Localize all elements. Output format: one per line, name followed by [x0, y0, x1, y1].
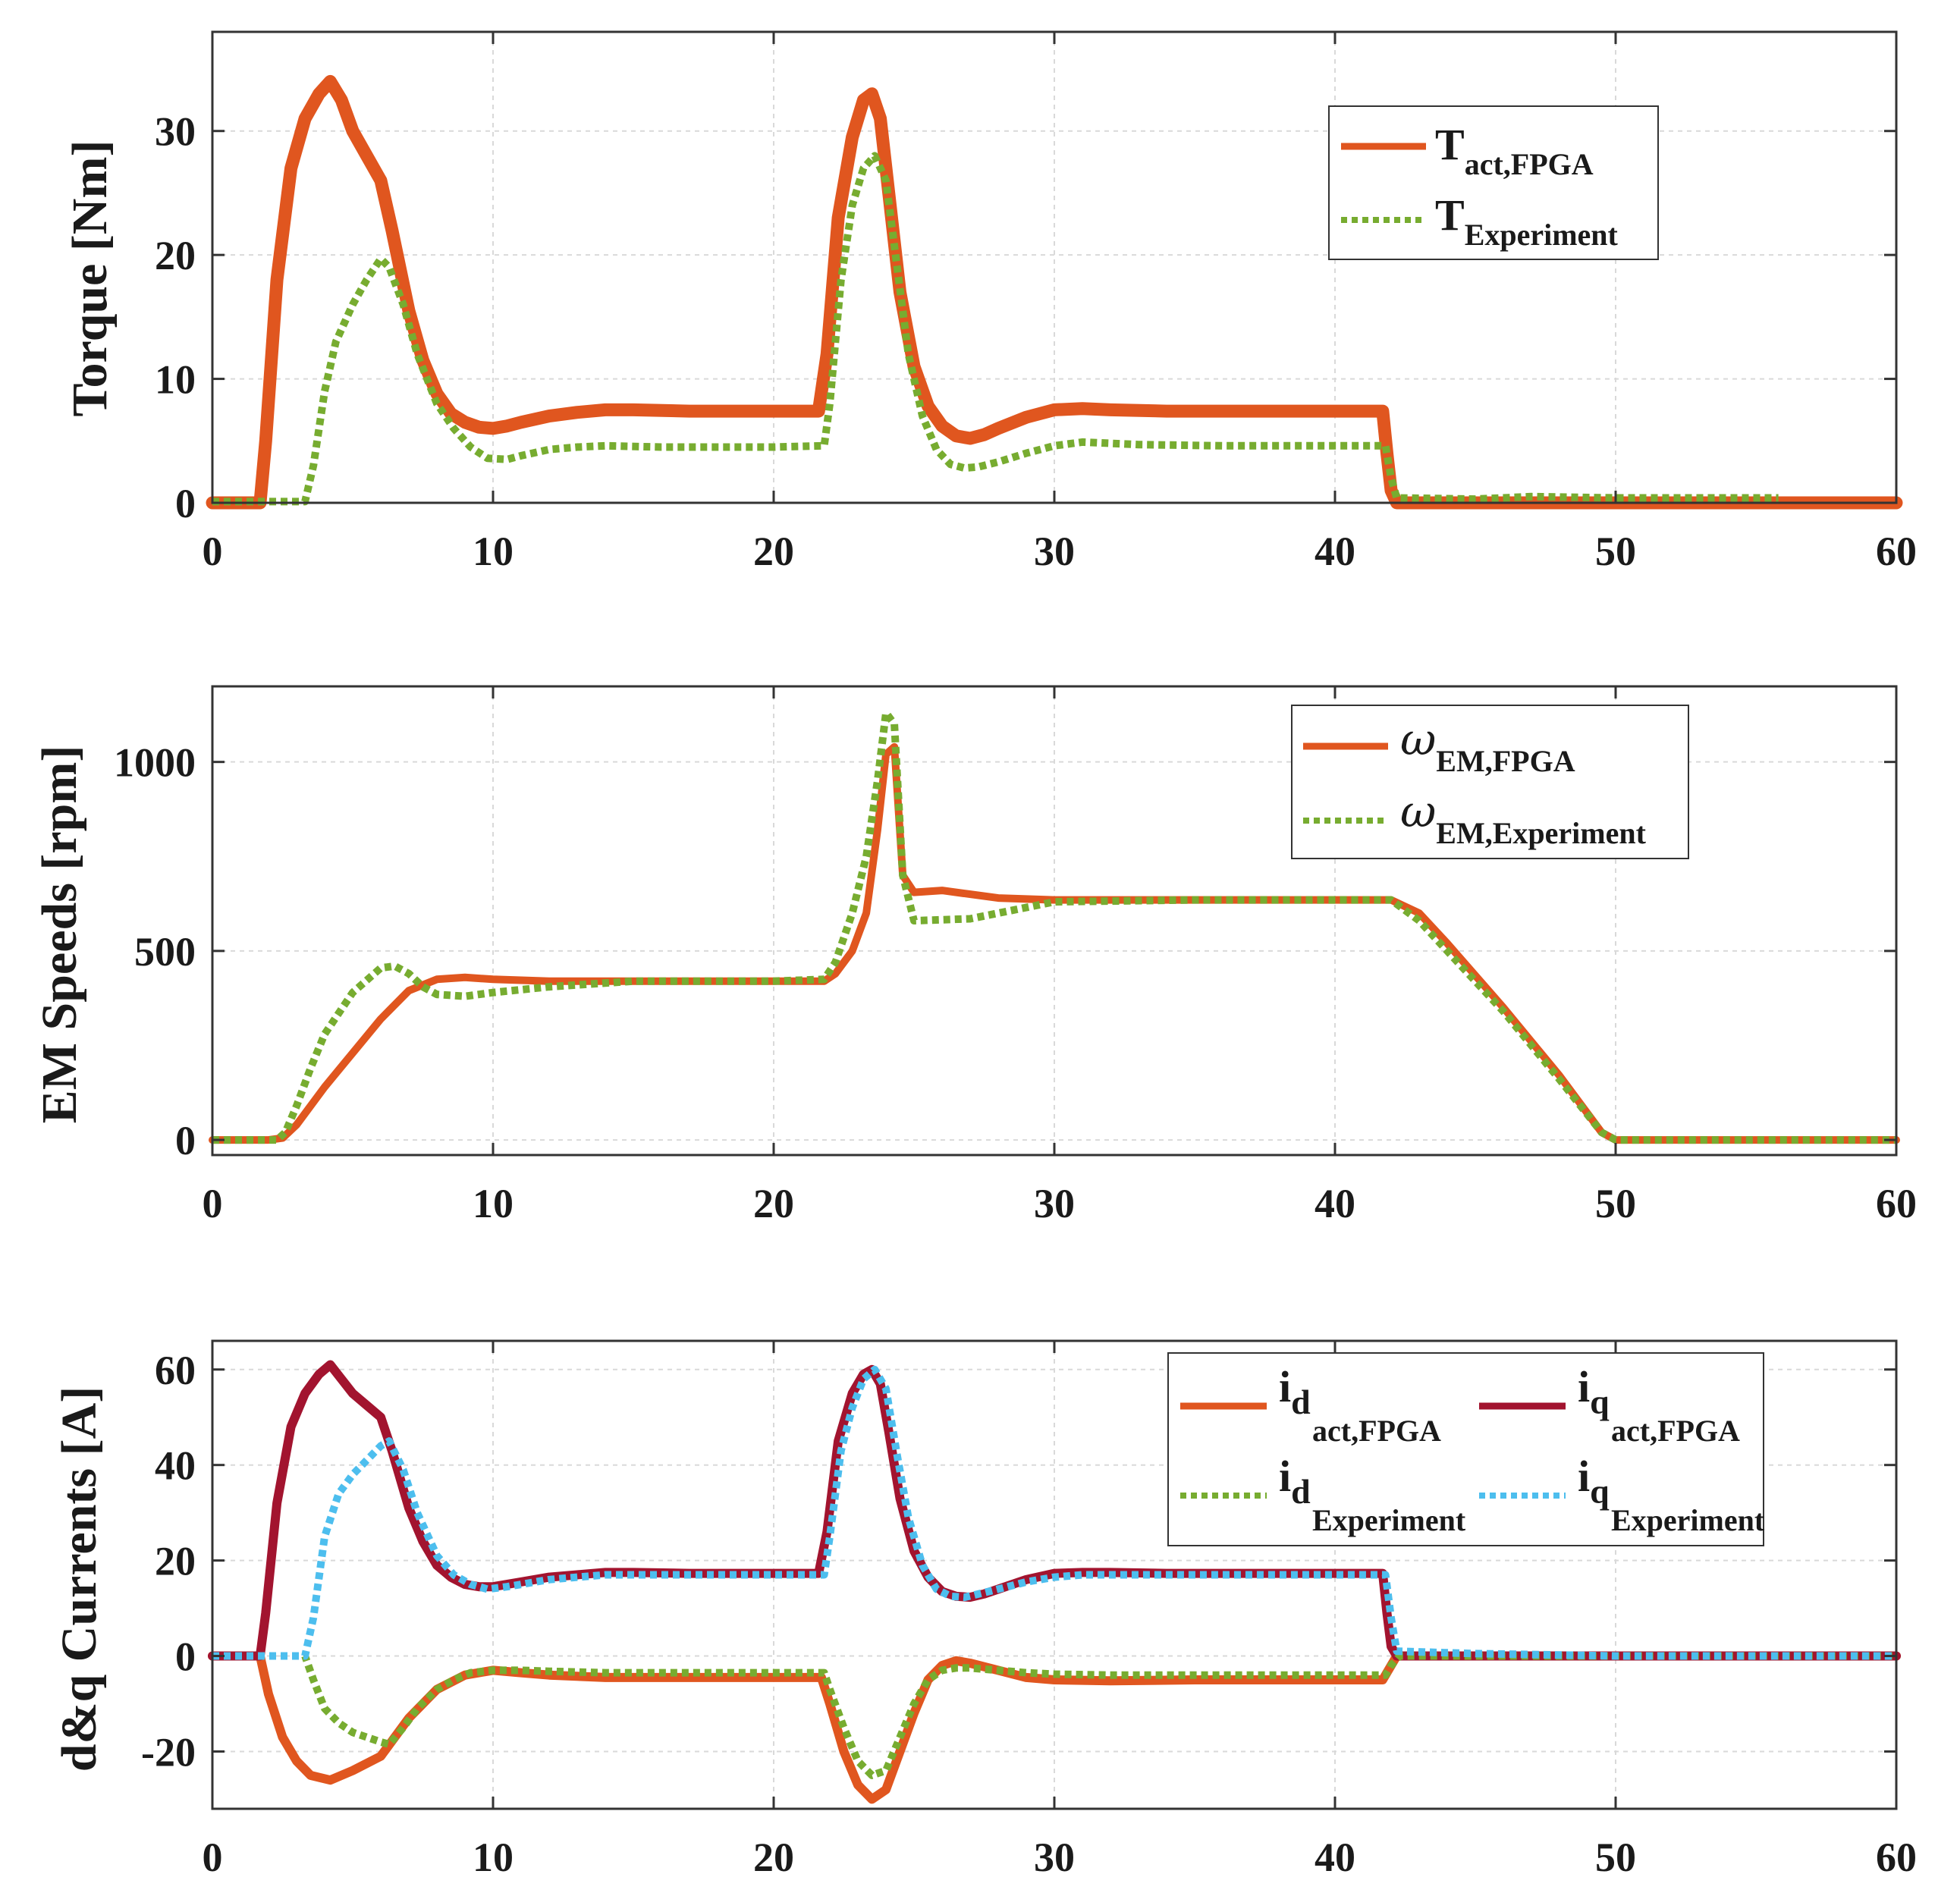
torque-ticks: 0 10 20 30 40 50 60 0 10 20 30 [155, 32, 1917, 574]
speed-x-tick-label: 60 [1876, 1181, 1917, 1226]
currents-x-tick-label: 60 [1876, 1835, 1917, 1880]
speed-y-tick-label: 1000 [114, 740, 196, 786]
torque-y-tick-label: 20 [155, 233, 196, 278]
torque-x-tick-label: 40 [1315, 529, 1355, 574]
currents-legend-box [1167, 1352, 1764, 1546]
currents-y-tick-label: 60 [155, 1348, 196, 1393]
currents-y-tick-label: 40 [155, 1443, 196, 1489]
torque-y-tick-label: 30 [155, 109, 196, 155]
torque-x-tick-label: 10 [473, 529, 514, 574]
speed-x-tick-label: 20 [753, 1181, 794, 1226]
speed-ticks: 0 10 20 30 40 50 60 0 500 1000 [114, 686, 1917, 1226]
currents-x-tick-label: 50 [1595, 1835, 1636, 1880]
currents-y-tick-label: 20 [155, 1539, 196, 1584]
currents-legend-label-id-experiment: idExperiment [1279, 1452, 1466, 1537]
currents-series-line-2 [212, 1652, 1896, 1779]
currents-y-axis-label: d&q Currents [A] [52, 1386, 107, 1772]
currents-series [208, 1360, 1901, 1804]
currents-x-tick-label: 10 [473, 1835, 514, 1880]
speed-x-tick-label: 30 [1034, 1181, 1075, 1226]
currents-ticks: 0 10 20 30 40 50 60 -20 0 20 40 60 [141, 1341, 1917, 1880]
torque-x-tick-label: 20 [753, 529, 794, 574]
currents-legend: idact,FPGA iqact,FPGA idExperiment iqExp… [1167, 1352, 1765, 1546]
torque-y-axis-label: Torque [Nm] [62, 140, 118, 417]
speed-legend-label-experiment: ωEM,Experiment [1400, 786, 1647, 850]
torque-legend-label-experiment: TExperiment [1435, 190, 1619, 252]
torque-y-tick-label: 10 [155, 357, 196, 403]
speed-legend: ωEM,FPGA ωEM,Experiment [1291, 705, 1689, 859]
currents-series-line-0 [208, 1651, 1901, 1804]
speed-x-tick-label: 40 [1315, 1181, 1355, 1226]
speed-series-line-1 [212, 708, 1896, 1144]
currents-series-line-3 [212, 1365, 1896, 1660]
currents-legend-label-iq-experiment: iqExperiment [1578, 1452, 1765, 1537]
currents-panel: 0 10 20 30 40 50 60 -20 0 20 40 60 d&q Currents [A]… [52, 1339, 1917, 1880]
speed-series-line-0 [209, 742, 1900, 1144]
speed-legend-label-fpga: ωEM,FPGA [1400, 714, 1575, 778]
speed-x-tick-label: 10 [473, 1181, 514, 1226]
currents-x-tick-label: 0 [203, 1835, 223, 1880]
torque-legend: Tact,FPGA TExperiment [1328, 105, 1659, 260]
currents-y-tick-label: -20 [141, 1729, 196, 1775]
torque-x-tick-label: 0 [203, 529, 223, 574]
torque-series-line-1 [212, 152, 1779, 506]
speed-x-tick-label: 50 [1595, 1181, 1636, 1226]
speed-series [209, 708, 1900, 1144]
currents-x-tick-label: 30 [1034, 1835, 1075, 1880]
torque-series-line-0 [206, 74, 1903, 510]
currents-legend-label-iq-fpga: iqact,FPGA [1578, 1362, 1740, 1448]
currents-legend-label-id-fpga: idact,FPGA [1279, 1362, 1441, 1448]
torque-x-tick-label: 60 [1876, 529, 1917, 574]
torque-series [206, 74, 1903, 510]
currents-x-tick-label: 40 [1315, 1835, 1355, 1880]
speed-x-tick-label: 0 [203, 1181, 223, 1226]
speed-y-tick-label: 500 [134, 929, 196, 975]
torque-y-tick-label: 0 [175, 481, 196, 526]
currents-y-tick-label: 0 [175, 1634, 196, 1680]
speed-y-axis-label: EM Speeds [rpm] [32, 746, 87, 1124]
currents-x-tick-label: 20 [753, 1835, 794, 1880]
torque-legend-label-fpga: Tact,FPGA [1435, 120, 1594, 181]
torque-x-tick-label: 50 [1595, 529, 1636, 574]
torque-x-tick-label: 30 [1034, 529, 1075, 574]
torque-legend-box [1328, 105, 1659, 260]
torque-panel: 0 10 20 30 40 50 60 0 10 20 30 Torque [Nm] Tact,FP… [62, 30, 1917, 574]
speed-y-tick-label: 0 [175, 1118, 196, 1163]
speed-legend-box [1291, 705, 1689, 859]
speed-panel: 0 10 20 30 40 50 60 0 500 1000 EM Speeds [rpm] ωE… [32, 685, 1917, 1226]
